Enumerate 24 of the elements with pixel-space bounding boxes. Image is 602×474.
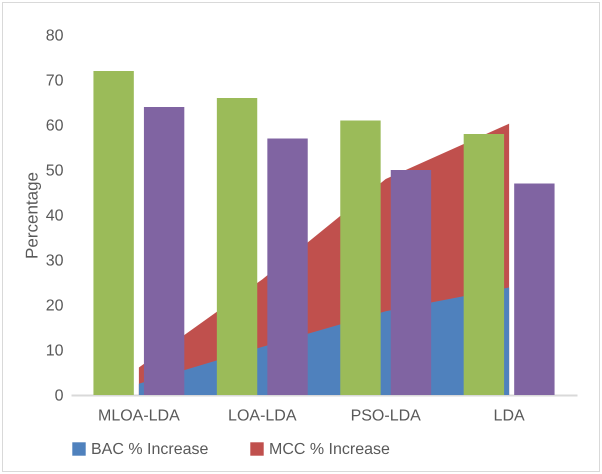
y-tick-label: 20 <box>46 298 64 314</box>
bar <box>340 120 381 395</box>
y-tick-label: 10 <box>46 342 64 360</box>
x-tick-label: LOA-LDA <box>228 408 297 424</box>
y-axis-title: Percentage <box>22 172 42 259</box>
y-tick-label: 30 <box>46 252 64 270</box>
y-tick-label: 70 <box>46 72 64 90</box>
y-tick-label: 0 <box>54 388 64 404</box>
bar <box>93 71 134 395</box>
x-tick-label: MLOA-LDA <box>98 408 180 424</box>
y-tick-label: 60 <box>46 118 64 134</box>
y-tick-label: 80 <box>46 28 64 44</box>
x-tick-label: LDA <box>494 408 526 424</box>
bar <box>216 98 258 395</box>
bar <box>464 134 504 395</box>
legend-label: MCC % Increase <box>269 441 390 458</box>
y-tick-label: 50 <box>46 162 64 180</box>
bar <box>144 107 184 395</box>
y-tick-label: 40 <box>46 208 64 224</box>
legend-label: BAC % Increase <box>91 441 208 458</box>
x-tick-label: PSO-LDA <box>350 408 422 424</box>
bar <box>267 138 308 395</box>
bar <box>514 184 555 395</box>
bar <box>390 170 432 395</box>
